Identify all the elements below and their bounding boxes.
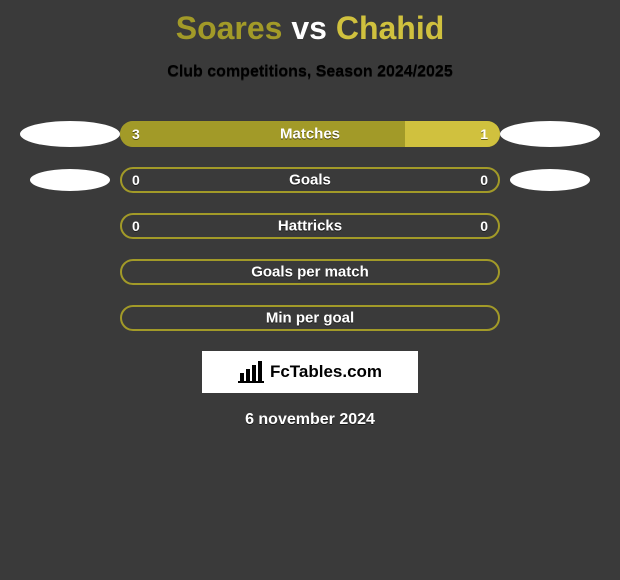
comparison-bars: 3 1 Matches 0 0 Goals 0 0 Hattricks Goals per mat…	[0, 121, 620, 331]
compare-bar: 0 0 Hattricks	[120, 213, 500, 239]
player-right-oval	[500, 121, 600, 147]
page-title: Soares vs Chahid	[0, 0, 620, 47]
subtitle: Club competitions, Season 2024/2025	[0, 63, 620, 81]
compare-row: 3 1 Matches	[20, 121, 600, 147]
bar-value-left: 0	[132, 172, 140, 188]
compare-row: Min per goal	[20, 305, 600, 331]
bar-label: Goals per match	[251, 264, 369, 281]
compare-row: 0 0 Goals	[20, 167, 600, 193]
title-right-name: Chahid	[336, 10, 444, 46]
player-left-oval	[20, 121, 120, 147]
title-vs: vs	[291, 10, 327, 46]
bar-label: Matches	[280, 126, 340, 143]
bar-value-left: 3	[132, 126, 140, 142]
compare-bar: 3 1 Matches	[120, 121, 500, 147]
bar-value-right: 0	[480, 218, 488, 234]
compare-row: 0 0 Hattricks	[20, 213, 600, 239]
branding-box: FcTables.com	[202, 351, 418, 393]
bar-value-left: 0	[132, 218, 140, 234]
player-right-oval	[510, 169, 590, 191]
compare-bar: Min per goal	[120, 305, 500, 331]
compare-bar: Goals per match	[120, 259, 500, 285]
infographic-root: Soares vs Chahid Club competitions, Seas…	[0, 0, 620, 580]
right-oval-col	[500, 169, 600, 191]
compare-bar: 0 0 Goals	[120, 167, 500, 193]
left-oval-col	[20, 169, 120, 191]
bar-value-right: 1	[480, 126, 488, 142]
bar-label: Hattricks	[278, 218, 342, 235]
chart-bars-icon	[238, 361, 264, 383]
right-oval-col	[500, 121, 600, 147]
bar-fill-left	[120, 121, 405, 147]
branding-text: FcTables.com	[270, 362, 382, 382]
player-left-oval	[30, 169, 110, 191]
title-left-name: Soares	[176, 10, 283, 46]
compare-row: Goals per match	[20, 259, 600, 285]
left-oval-col	[20, 121, 120, 147]
date-line: 6 november 2024	[0, 411, 620, 429]
bar-label: Goals	[289, 172, 331, 189]
bar-value-right: 0	[480, 172, 488, 188]
bar-label: Min per goal	[266, 310, 354, 327]
